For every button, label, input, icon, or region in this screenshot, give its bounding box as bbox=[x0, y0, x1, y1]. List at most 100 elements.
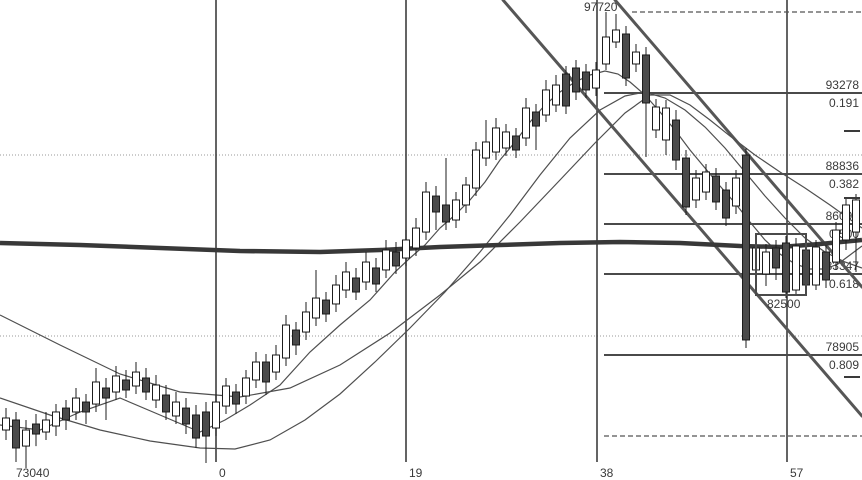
trend-line[interactable] bbox=[613, 0, 862, 289]
bullish-candle-body bbox=[592, 69, 600, 89]
fib-price-label: 93278 bbox=[826, 78, 860, 92]
bullish-candle-body bbox=[382, 249, 390, 271]
candlestick bbox=[792, 237, 800, 297]
bearish-candle-body bbox=[772, 247, 780, 269]
bullish-candle-body bbox=[852, 199, 860, 233]
candlestick bbox=[702, 163, 710, 200]
bearish-candle-body bbox=[682, 157, 690, 208]
candlestick bbox=[592, 61, 600, 96]
moving-average-thick bbox=[0, 237, 862, 255]
bearish-candle-body bbox=[262, 361, 270, 383]
x-axis-label: 57 bbox=[790, 466, 804, 480]
candlestick bbox=[32, 413, 40, 447]
bearish-candle-body bbox=[82, 401, 90, 413]
candlestick bbox=[512, 127, 520, 159]
candlestick bbox=[352, 267, 360, 301]
bullish-candle-body bbox=[732, 177, 740, 207]
bearish-candle-body bbox=[562, 73, 570, 107]
bearish-candle-body bbox=[162, 394, 170, 413]
fibonacci-retracement[interactable]: 932780.191888360.382860910.500833470.618… bbox=[604, 11, 862, 437]
candlesticks bbox=[2, 12, 860, 469]
candlestick bbox=[712, 167, 720, 210]
candlestick bbox=[762, 243, 770, 287]
candlestick bbox=[302, 302, 310, 340]
right-edge-ticks bbox=[844, 130, 860, 378]
bearish-candle-body bbox=[202, 411, 210, 437]
candlestick bbox=[152, 374, 160, 409]
candlestick bbox=[342, 262, 350, 299]
bullish-candle-body bbox=[602, 36, 610, 65]
candlestick bbox=[452, 192, 460, 229]
bearish-candle-body bbox=[122, 379, 130, 391]
bearish-candle-body bbox=[322, 299, 330, 315]
candlestick bbox=[782, 235, 790, 299]
candlestick bbox=[722, 182, 730, 227]
bearish-candle-body bbox=[292, 329, 300, 346]
x-axis-labels: 73040 0 19 38 57 bbox=[16, 466, 804, 480]
candlestick bbox=[602, 12, 610, 70]
range-box-price-label: 82500 bbox=[767, 297, 801, 311]
bullish-candle-body bbox=[832, 229, 840, 263]
bearish-candle-body bbox=[782, 242, 790, 293]
candlestick bbox=[832, 222, 840, 270]
candlestick bbox=[2, 408, 10, 441]
bullish-candle-body bbox=[72, 397, 80, 413]
candlestick bbox=[42, 411, 50, 441]
candlestick bbox=[502, 124, 510, 157]
candlestick bbox=[652, 98, 660, 138]
moving-average-medium bbox=[0, 91, 862, 450]
bullish-candle-body bbox=[2, 417, 10, 431]
trend-line[interactable] bbox=[501, 0, 862, 418]
candlestick bbox=[522, 97, 530, 147]
bearish-candle-body bbox=[432, 195, 440, 213]
bearish-candle-body bbox=[32, 423, 40, 435]
candlestick bbox=[472, 142, 480, 197]
bearish-candle-body bbox=[12, 419, 20, 449]
bullish-candle-body bbox=[632, 51, 640, 65]
candlestick bbox=[52, 404, 60, 437]
bullish-candle-body bbox=[342, 271, 350, 291]
bullish-candle-body bbox=[272, 354, 280, 373]
candlestick bbox=[612, 14, 620, 49]
range-box[interactable] bbox=[755, 233, 807, 296]
candlestick bbox=[412, 218, 420, 257]
bearish-candle-body bbox=[722, 189, 730, 219]
trend-lines[interactable] bbox=[501, 0, 862, 418]
candlestick bbox=[22, 419, 30, 469]
candlestick bbox=[852, 194, 860, 272]
bearish-candle-body bbox=[142, 377, 150, 393]
candlestick bbox=[552, 75, 560, 113]
candlestick bbox=[462, 177, 470, 214]
candlestick bbox=[642, 47, 650, 158]
candlestick bbox=[272, 344, 280, 380]
candlestick bbox=[682, 150, 690, 216]
candlestick bbox=[572, 59, 580, 100]
candlestick bbox=[192, 405, 200, 448]
bearish-candle-body bbox=[372, 267, 380, 285]
bullish-candle-body bbox=[812, 246, 820, 286]
candlestick bbox=[622, 25, 630, 87]
candlestick bbox=[482, 120, 490, 166]
candlestick bbox=[322, 292, 330, 323]
bullish-candle-body bbox=[662, 107, 670, 141]
candlestick bbox=[312, 269, 320, 327]
swing-high-price-label: 97720 bbox=[584, 0, 618, 14]
bearish-candle-body bbox=[642, 54, 650, 104]
bullish-candle-body bbox=[702, 171, 710, 193]
bullish-candle-body bbox=[302, 311, 310, 333]
bearish-candle-body bbox=[512, 135, 520, 151]
bearish-candle-body bbox=[442, 204, 450, 223]
bearish-candle-body bbox=[532, 111, 540, 127]
candlestick bbox=[542, 80, 550, 123]
candlestick bbox=[732, 169, 740, 215]
candlestick bbox=[812, 239, 820, 291]
candlestick bbox=[12, 411, 20, 463]
x-axis-label: 38 bbox=[600, 466, 614, 480]
bearish-candle-body bbox=[102, 387, 110, 399]
bearish-candle-body bbox=[672, 119, 680, 161]
candlestick bbox=[182, 398, 190, 435]
bullish-candle-body bbox=[522, 107, 530, 139]
